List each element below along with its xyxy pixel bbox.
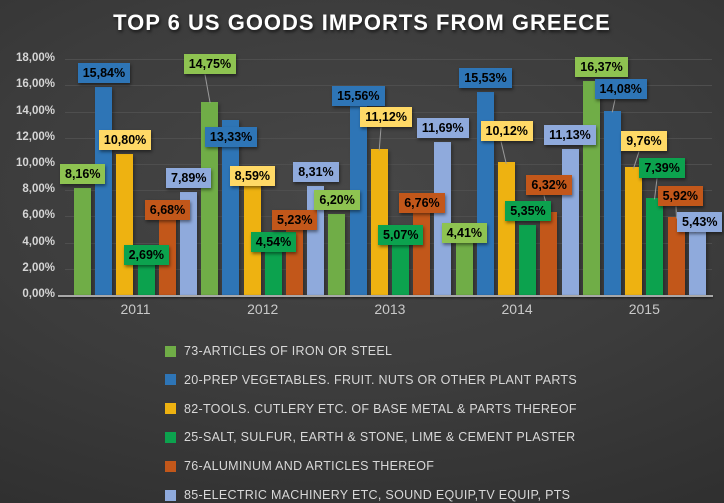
- bar-value-label: 11,69%: [416, 117, 469, 138]
- legend-label: 20-PREP VEGETABLES. FRUIT. NUTS OR OTHER…: [184, 372, 578, 387]
- legend-color-swatch: [165, 374, 176, 386]
- bar: [95, 87, 113, 295]
- bar: [646, 198, 664, 295]
- y-axis-tick-label: 16,00%: [15, 78, 55, 91]
- legend-item: 85-ELECTRIC MACHINERY ETC, SOUND EQUIP,T…: [165, 488, 570, 502]
- legend-label: 25-SALT, SULFUR, EARTH & STONE, LIME & C…: [184, 430, 576, 445]
- legend-color-swatch: [165, 489, 176, 501]
- bar-value-label: 14,75%: [183, 53, 237, 74]
- bar-value-label: 8,16%: [60, 164, 106, 185]
- bar-value-label: 6,68%: [144, 200, 191, 221]
- bar-value-label: 16,37%: [575, 56, 628, 77]
- bar: [498, 162, 515, 295]
- gridline: [65, 59, 712, 61]
- bar-value-label: 11,13%: [544, 125, 596, 146]
- bar: [370, 149, 388, 295]
- bar: [540, 212, 558, 295]
- legend-color-swatch: [165, 403, 176, 415]
- bar-value-label: 4,54%: [250, 231, 297, 252]
- gridline: [65, 137, 712, 139]
- bar-value-label: 6,32%: [526, 175, 572, 196]
- bar-value-label: 5,23%: [272, 210, 318, 231]
- leader-line: [500, 141, 507, 165]
- bar-value-label: 13,33%: [204, 127, 258, 148]
- bar-value-label: 11,12%: [360, 107, 413, 128]
- legend-item: 73-ARTICLES OF IRON OR STEEL: [165, 344, 392, 358]
- bar: [413, 206, 431, 295]
- bar: [222, 120, 240, 295]
- legend-label: 73-ARTICLES OF IRON OR STEEL: [184, 344, 393, 358]
- gridline: [65, 268, 712, 270]
- bar: [476, 91, 494, 295]
- x-axis-line: [58, 295, 713, 297]
- x-axis-label: 2011: [120, 301, 151, 317]
- bar-value-label: 15,53%: [459, 67, 512, 88]
- bar: [201, 101, 219, 295]
- y-axis-tick-label: 8,00%: [22, 183, 55, 196]
- bar-value-label: 7,89%: [166, 167, 212, 188]
- x-axis-label: 2013: [374, 301, 406, 317]
- gridline: [65, 190, 712, 192]
- y-axis-tick-label: 0,00%: [22, 288, 55, 300]
- bar-value-label: 4,41%: [441, 223, 488, 244]
- bar: [74, 188, 91, 295]
- legend-label: 76-ALUMINUM AND ARTICLES THEREOF: [184, 459, 435, 474]
- gridline: [65, 164, 712, 165]
- legend-item: 82-TOOLS. CUTLERY ETC. OF BASE METAL & P…: [165, 402, 577, 416]
- y-axis-tick-label: 12,00%: [15, 130, 55, 143]
- x-axis-label: 2012: [247, 301, 279, 317]
- x-axis-label: 2014: [501, 301, 533, 317]
- bar-value-label: 10,80%: [98, 129, 152, 150]
- legend-color-swatch: [165, 345, 176, 357]
- y-axis-tick-label: 2,00%: [22, 261, 55, 274]
- bar-value-label: 15,56%: [332, 86, 385, 107]
- bar: [625, 167, 643, 295]
- bar-value-label: 5,35%: [505, 200, 551, 221]
- bar: [561, 149, 579, 295]
- bar-value-label: 15,84%: [77, 63, 131, 84]
- y-axis-tick-label: 18,00%: [15, 52, 55, 65]
- y-axis-tick-label: 10,00%: [15, 157, 55, 169]
- bar-value-label: 8,31%: [293, 162, 339, 183]
- y-axis-tick-label: 14,00%: [15, 104, 55, 117]
- gridline: [65, 85, 712, 87]
- chart-title: TOP 6 US GOODS IMPORTS FROM GREECE: [113, 10, 611, 35]
- legend-color-swatch: [165, 431, 176, 443]
- bar-value-label: 5,43%: [677, 211, 723, 232]
- legend-item: 25-SALT, SULFUR, EARTH & STONE, LIME & C…: [165, 430, 575, 444]
- bar-value-label: 6,76%: [399, 193, 445, 214]
- bar-value-label: 10,12%: [480, 121, 533, 142]
- bar-value-label: 5,07%: [378, 224, 424, 245]
- legend-item: 76-ALUMINUM AND ARTICLES THEREOF: [165, 459, 434, 473]
- bar-value-label: 9,76%: [621, 131, 667, 152]
- bar: [392, 228, 409, 295]
- bar: [137, 259, 155, 295]
- y-axis-tick-label: 6,00%: [22, 209, 55, 222]
- bar-value-label: 8,59%: [229, 166, 276, 187]
- bar-value-label: 7,39%: [639, 158, 685, 179]
- bar-value-label: 14,08%: [594, 78, 647, 99]
- leader-line: [378, 127, 382, 151]
- legend-item: 20-PREP VEGETABLES. FRUIT. NUTS OR OTHER…: [165, 373, 577, 387]
- bar: [116, 153, 134, 295]
- bar: [519, 224, 537, 295]
- bar: [667, 217, 685, 295]
- bar: [604, 110, 621, 295]
- legend-color-swatch: [165, 460, 176, 472]
- gridline: [65, 216, 712, 218]
- bar: [328, 213, 346, 295]
- bar: [688, 223, 706, 295]
- bar-value-label: 2,69%: [123, 244, 170, 265]
- legend-label: 85-ELECTRIC MACHINERY ETC, SOUND EQUIP,T…: [184, 488, 571, 502]
- bar: [582, 80, 600, 295]
- y-axis-tick-label: 4,00%: [22, 235, 55, 248]
- bar: [455, 237, 473, 295]
- leader-line: [204, 74, 211, 104]
- legend-label: 82-TOOLS. CUTLERY ETC. OF BASE METAL & P…: [184, 401, 577, 416]
- bar-value-label: 5,92%: [657, 186, 704, 207]
- bar: [434, 141, 452, 295]
- x-axis-label: 2015: [628, 301, 660, 317]
- bar-value-label: 6,20%: [314, 189, 360, 210]
